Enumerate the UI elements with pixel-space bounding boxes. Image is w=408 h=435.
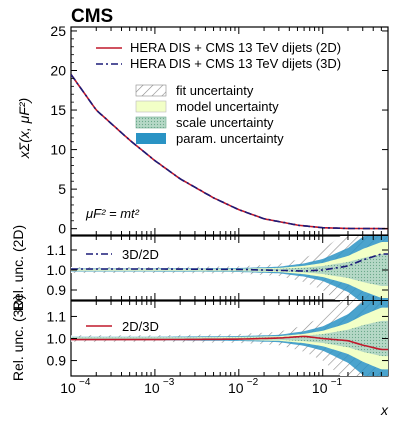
- collaboration-label: CMS: [71, 6, 113, 27]
- x-tick-exponent: −2: [247, 377, 259, 388]
- x-tick-exponent: −3: [163, 377, 175, 388]
- legend-label-2d: HERA DIS + CMS 13 TeV dijets (2D): [130, 40, 341, 55]
- main-ytick-label: 20: [50, 62, 66, 78]
- ratio3d-legend: 2D/3D: [86, 319, 159, 334]
- ratio3d-ytick-label: 1.0: [47, 331, 67, 347]
- main-ytick-label: 25: [50, 23, 66, 39]
- ratio2d-fit-band: [71, 236, 388, 300]
- ratio3d-ratio-line: [71, 335, 388, 351]
- x-axis-label: x: [380, 402, 389, 418]
- ratio2d-scale-band: [71, 254, 388, 286]
- x-tick-label: 10: [60, 380, 76, 396]
- legend-label-scale: scale uncertainty: [176, 115, 274, 130]
- x-tick-exponent: −1: [331, 377, 343, 388]
- x-axis: 10 −4 10 −3 10 −2 10 −1: [60, 27, 382, 396]
- legend-swatch-model: [135, 100, 167, 113]
- legend-label-3d-over-2d: 3D/2D: [122, 247, 159, 262]
- x-tick-label: 10: [228, 380, 244, 396]
- main-ytick-label: 10: [50, 142, 66, 158]
- legend-label-2d-over-3d: 2D/3D: [122, 319, 159, 334]
- ratio2d-plot-area: [71, 236, 388, 300]
- legend-swatch-param: [136, 133, 166, 144]
- ratio3d-ylabel: Rel. unc. (3D): [10, 295, 26, 381]
- x-tick-exponent: −4: [79, 377, 91, 388]
- ratio3d-y-axis: 0.9 1.0 1.1: [47, 308, 388, 369]
- ratio3d-ytick-label: 1.1: [47, 308, 67, 324]
- ratio3d-ytick-label: 0.9: [47, 353, 67, 369]
- main-ytick-label: 0: [58, 221, 66, 237]
- ratio3d-plot-area: [71, 301, 388, 376]
- ratio2d-y-axis: 0.9 1.0 1.1: [47, 242, 388, 298]
- main-ylabel: xΣ(x, μF²): [16, 98, 32, 159]
- main-y-axis: 0 5 10 15 20 25: [50, 23, 388, 237]
- x-tick-label: 10: [312, 380, 328, 396]
- x-tick-label: 10: [144, 380, 160, 396]
- main-ytick-label: 15: [50, 102, 66, 118]
- legend-swatch-fit: [135, 84, 167, 97]
- main-annotation: μF² = mt²: [85, 206, 140, 221]
- legend-label-fit: fit uncertainty: [176, 83, 254, 98]
- main-plot-area: [71, 74, 388, 230]
- legend-label-model: model uncertainty: [176, 99, 279, 114]
- ratio2d-ytick-label: 0.9: [47, 282, 67, 298]
- legend-label-3d: HERA DIS + CMS 13 TeV dijets (3D): [130, 56, 341, 71]
- legend-label-param: param. uncertainty: [176, 131, 284, 146]
- main-legend: HERA DIS + CMS 13 TeV dijets (2D) HERA D…: [96, 40, 341, 146]
- ratio2d-ylabel: Rel. unc. (2D): [10, 225, 26, 311]
- ratio2d-legend: 3D/2D: [86, 247, 159, 262]
- main-series-3d-line: [71, 74, 388, 230]
- main-ytick-label: 5: [58, 181, 66, 197]
- main-panel-frame: [70, 26, 389, 236]
- ratio2d-ytick-label: 1.1: [47, 242, 67, 258]
- legend-swatch-scale: [135, 116, 167, 129]
- ratio2d-ytick-label: 1.0: [47, 262, 67, 278]
